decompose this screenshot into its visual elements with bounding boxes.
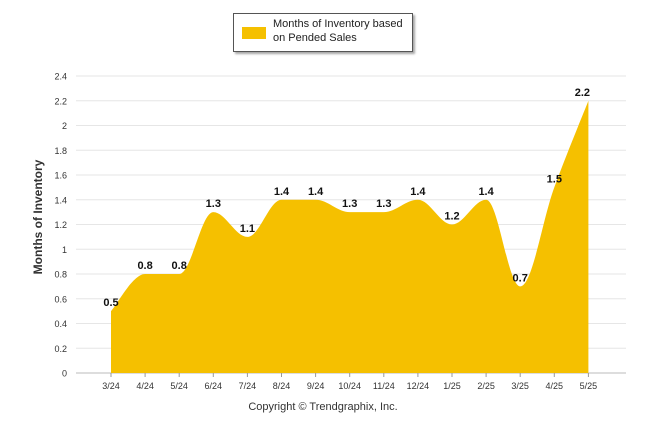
area-fill [111, 100, 589, 373]
data-label: 1.3 [376, 198, 391, 210]
y-tick-label: 2.4 [54, 72, 67, 82]
data-label: 1.2 [444, 211, 459, 223]
x-tick-label: 7/24 [239, 381, 257, 391]
x-tick-label: 3/24 [102, 381, 120, 391]
y-tick-label: 0 [62, 369, 67, 379]
x-tick-label: 8/24 [273, 381, 291, 391]
legend: Months of Inventory based on Pended Sale… [233, 13, 413, 52]
data-label: 1.4 [308, 186, 324, 198]
data-label: 1.5 [547, 173, 562, 185]
x-tick-label: 9/24 [307, 381, 325, 391]
legend-label: Months of Inventory based on Pended Sale… [273, 18, 403, 44]
x-tick-label: 10/24 [338, 381, 361, 391]
x-tick-label: 6/24 [205, 381, 223, 391]
data-label: 2.2 [575, 87, 590, 99]
x-tick-label: 3/25 [511, 381, 529, 391]
data-labels: 0.5 0.8 0.8 1.3 1.1 1.4 1.4 1.3 1.3 1.4 1.2 1.4 0.7 1… [103, 87, 590, 309]
y-tick-label: 1 [62, 245, 67, 255]
y-tick-label: 1.6 [54, 171, 67, 181]
data-label: 1.4 [478, 186, 494, 198]
data-label: 0.8 [137, 260, 152, 272]
x-axis: 3/24 4/24 5/24 6/24 7/24 8/24 9/24 10/24 11/24 12… [102, 373, 597, 391]
x-tick-label: 11/24 [373, 381, 395, 391]
y-tick-label: 1.4 [54, 195, 67, 205]
x-tick-label: 1/25 [443, 381, 461, 391]
data-label: 1.1 [240, 223, 255, 235]
y-tick-label: 0.8 [54, 270, 67, 280]
x-tick-label: 12/24 [407, 381, 430, 391]
y-tick-label: 2 [62, 121, 67, 131]
y-axis-title: Months of Inventory [31, 159, 45, 275]
x-tick-label: 5/25 [580, 381, 598, 391]
series-area [111, 100, 589, 373]
data-label: 0.7 [513, 272, 528, 284]
y-tick-label: 0.6 [54, 294, 67, 304]
x-tick-label: 5/24 [170, 381, 188, 391]
data-label: 0.8 [172, 260, 187, 272]
data-label: 1.3 [206, 198, 221, 210]
data-label: 1.4 [274, 186, 290, 198]
y-tick-label: 2.2 [54, 96, 67, 106]
legend-swatch [242, 27, 266, 39]
y-tick-label: 1.2 [54, 220, 67, 230]
y-tick-label: 0.2 [54, 344, 67, 354]
y-tick-label: 1.8 [54, 146, 67, 156]
copyright-footer: Copyright © Trendgraphix, Inc. [248, 401, 398, 413]
y-axis: 0 0.2 0.4 0.6 0.8 1 1.2 1.4 1.6 1.8 2 2.2 2.4 [54, 72, 67, 379]
y-tick-label: 0.4 [54, 319, 67, 329]
x-tick-label: 4/25 [546, 381, 564, 391]
x-tick-label: 2/25 [477, 381, 495, 391]
x-tick-label: 4/24 [136, 381, 154, 391]
data-label: 1.3 [342, 198, 357, 210]
data-label: 0.5 [103, 297, 118, 309]
data-label: 1.4 [410, 186, 426, 198]
